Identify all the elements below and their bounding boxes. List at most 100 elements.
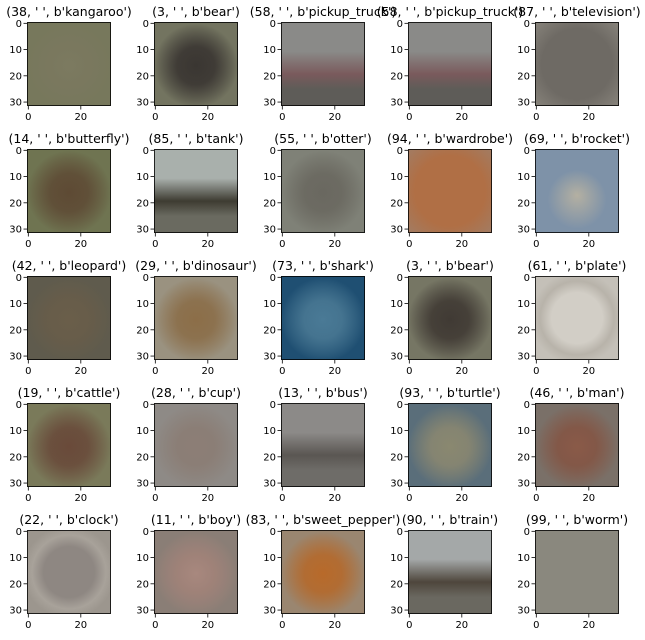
x-tick-label: 20	[328, 493, 341, 504]
y-tick-label: 20	[136, 452, 149, 463]
x-tick-label: 0	[25, 112, 31, 123]
y-tick-label: 0	[524, 146, 530, 157]
y-tick-label: 0	[143, 19, 149, 30]
axes-frame	[408, 149, 492, 233]
x-tick-label: 20	[328, 620, 341, 631]
axes-frame	[408, 276, 492, 360]
y-tick-label: 20	[517, 452, 530, 463]
y-tick-label: 0	[143, 146, 149, 157]
x-tick-label: 0	[279, 493, 285, 504]
x-tick-label: 0	[152, 239, 158, 250]
panel-image	[535, 276, 619, 360]
axes-frame	[154, 276, 238, 360]
y-tick-label: 0	[143, 400, 149, 411]
y-tick-label: 20	[263, 579, 276, 590]
panel-title: (93, ' ', b'turtle')	[399, 385, 500, 400]
y-tick-label: 30	[517, 606, 530, 617]
panel-title: (28, ' ', b'cup')	[151, 385, 241, 400]
y-tick-label: 30	[136, 479, 149, 490]
y-tick-label: 20	[9, 71, 22, 82]
x-tick-label: 0	[279, 366, 285, 377]
y-tick-label: 10	[390, 45, 403, 56]
y-tick-label: 0	[397, 400, 403, 411]
x-tick-label: 20	[74, 112, 87, 123]
x-tick-label: 20	[74, 366, 87, 377]
y-tick-label: 10	[9, 299, 22, 310]
y-tick-label: 0	[270, 527, 276, 538]
panel-image	[408, 22, 492, 106]
y-tick-label: 20	[517, 579, 530, 590]
panel-title: (87, ' ', b'television')	[513, 4, 640, 19]
y-tick-label: 10	[390, 426, 403, 437]
x-tick-label: 0	[152, 493, 158, 504]
y-tick-label: 0	[397, 19, 403, 30]
y-tick-label: 10	[136, 45, 149, 56]
panel-title: (90, ' ', b'train')	[402, 512, 498, 527]
y-tick-label: 30	[9, 479, 22, 490]
y-tick-label: 10	[263, 299, 276, 310]
y-tick-label: 10	[136, 426, 149, 437]
y-tick-label: 30	[390, 352, 403, 363]
panel-image	[27, 149, 111, 233]
axes-frame	[281, 149, 365, 233]
x-tick-label: 20	[74, 620, 87, 631]
y-tick-label: 20	[263, 71, 276, 82]
panel-title: (29, ' ', b'dinosaur')	[135, 258, 256, 273]
y-tick-label: 10	[136, 299, 149, 310]
y-tick-label: 30	[263, 352, 276, 363]
panel-image	[154, 22, 238, 106]
y-tick-label: 30	[136, 606, 149, 617]
y-tick-label: 20	[263, 325, 276, 336]
x-tick-label: 20	[455, 112, 468, 123]
axes-frame	[154, 149, 238, 233]
panel-image	[408, 149, 492, 233]
axes-frame	[408, 530, 492, 614]
y-tick-label: 20	[9, 452, 22, 463]
panel-image	[535, 22, 619, 106]
panel-title: (19, ' ', b'cattle')	[18, 385, 121, 400]
y-tick-label: 10	[263, 45, 276, 56]
axes-frame	[154, 22, 238, 106]
x-tick-label: 0	[406, 366, 412, 377]
y-tick-label: 30	[263, 479, 276, 490]
panel-image	[154, 276, 238, 360]
y-tick-label: 30	[9, 225, 22, 236]
panel-image	[154, 530, 238, 614]
panel-image	[154, 403, 238, 487]
panel-title: (99, ' ', b'worm')	[526, 512, 628, 527]
x-tick-label: 0	[279, 239, 285, 250]
y-tick-label: 30	[9, 606, 22, 617]
axes-frame	[535, 22, 619, 106]
y-tick-label: 30	[390, 479, 403, 490]
y-tick-label: 20	[517, 198, 530, 209]
y-tick-label: 20	[9, 198, 22, 209]
x-tick-label: 0	[279, 112, 285, 123]
x-tick-label: 20	[582, 620, 595, 631]
x-tick-label: 20	[328, 239, 341, 250]
y-tick-label: 0	[270, 400, 276, 411]
y-tick-label: 0	[270, 19, 276, 30]
y-tick-label: 20	[390, 198, 403, 209]
y-tick-label: 0	[16, 146, 22, 157]
x-tick-label: 20	[74, 239, 87, 250]
panel-title: (13, ' ', b'bus')	[278, 385, 368, 400]
x-tick-label: 0	[152, 620, 158, 631]
y-tick-label: 20	[136, 579, 149, 590]
x-tick-label: 0	[533, 112, 539, 123]
axes-frame	[408, 403, 492, 487]
panel-title: (73, ' ', b'shark')	[272, 258, 374, 273]
panel-image	[408, 530, 492, 614]
y-tick-label: 30	[517, 479, 530, 490]
panel-image	[27, 530, 111, 614]
y-tick-label: 0	[16, 19, 22, 30]
y-tick-label: 20	[136, 71, 149, 82]
x-tick-label: 20	[201, 366, 214, 377]
x-tick-label: 20	[201, 239, 214, 250]
y-tick-label: 20	[517, 325, 530, 336]
